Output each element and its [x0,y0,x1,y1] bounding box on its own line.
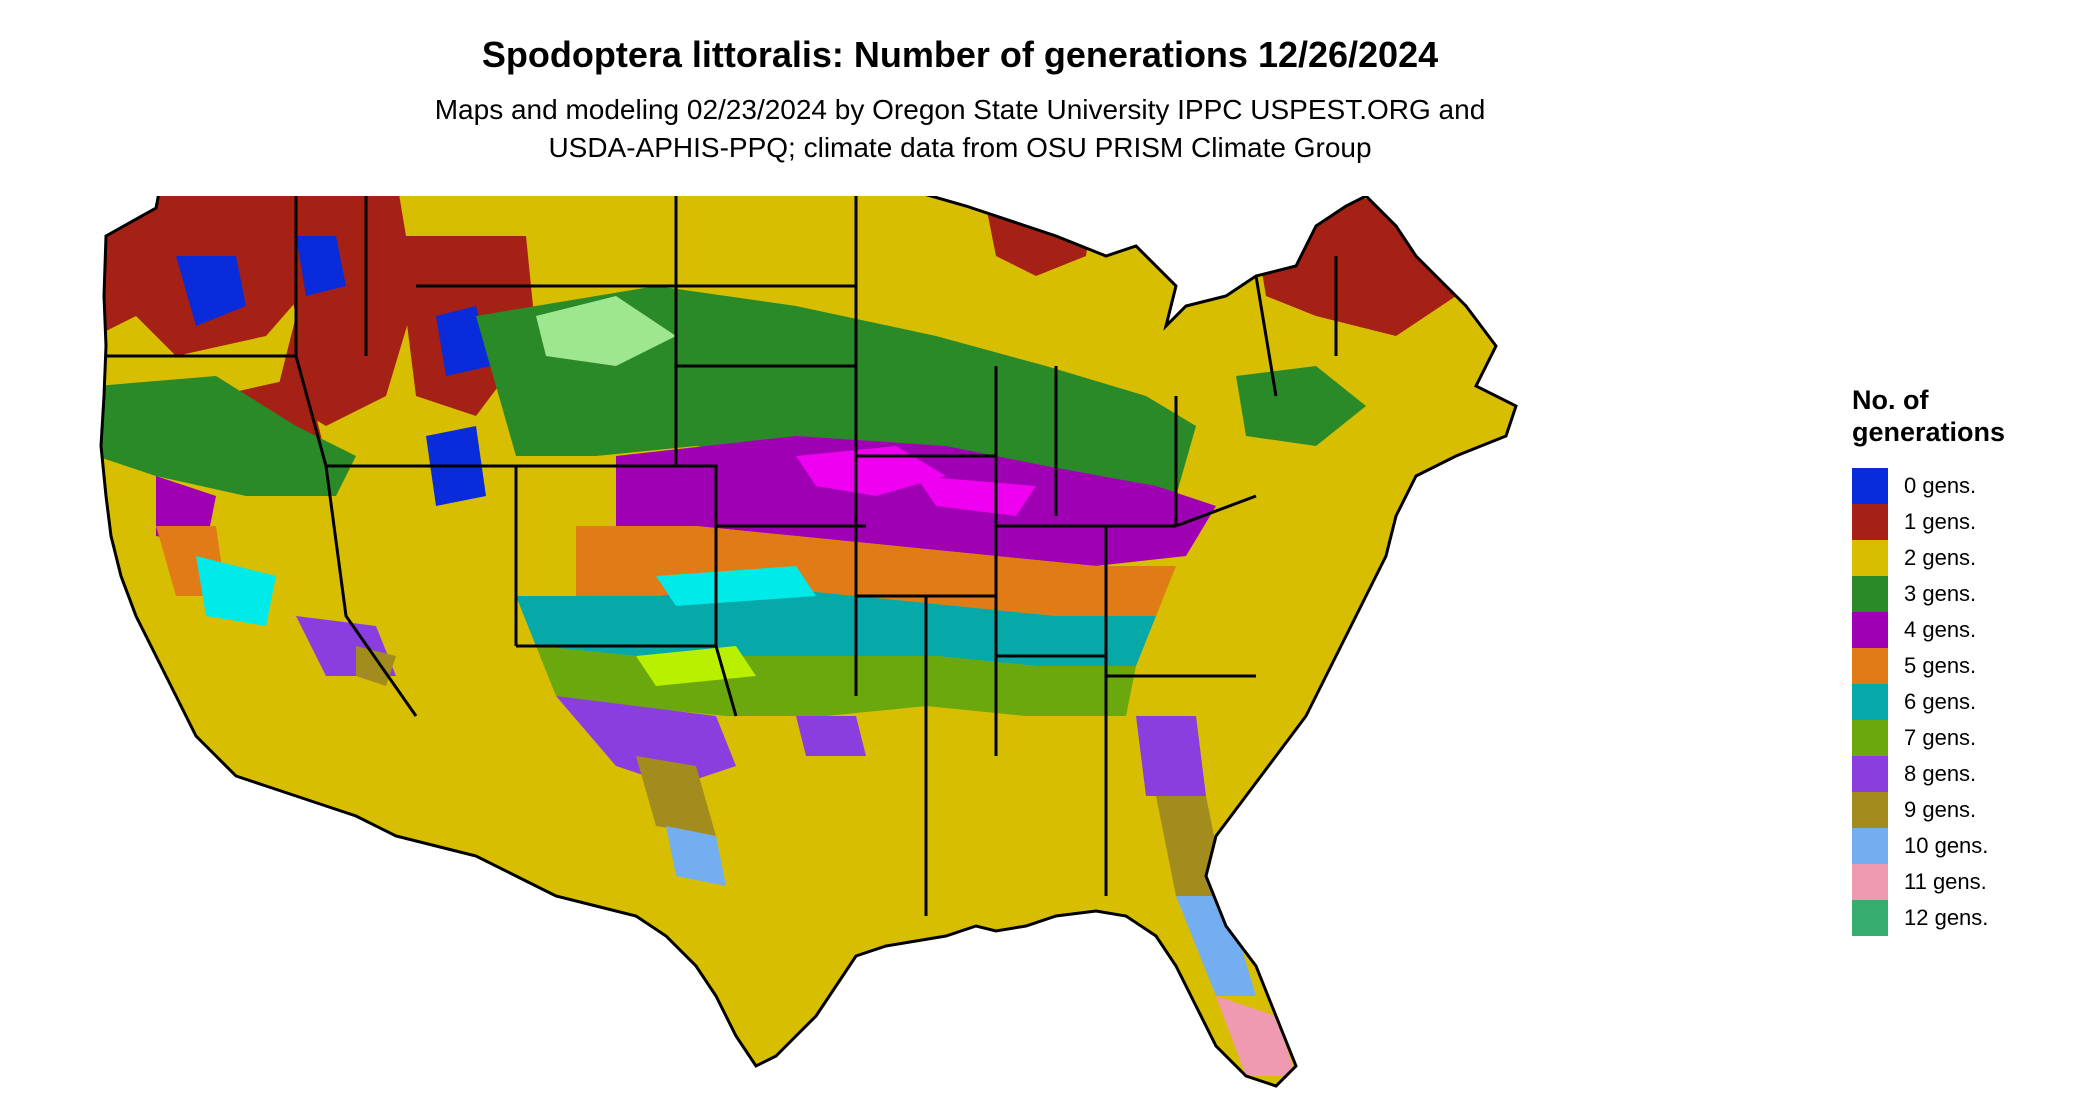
legend-title-line-1: No. of [1852,385,1929,415]
legend-item: 9 gens. [1852,792,2082,828]
legend-swatch [1852,864,1888,900]
generation-bands [101,196,1516,1086]
legend-swatch [1852,900,1888,936]
legend-item: 10 gens. [1852,828,2082,864]
legend-item: 0 gens. [1852,468,2082,504]
legend-label: 3 gens. [1904,581,1977,606]
legend-item: 4 gens. [1852,612,2082,648]
legend-item: 8 gens. [1852,756,2082,792]
legend-label: 10 gens. [1904,833,1989,858]
legend-label: 2 gens. [1904,545,1977,570]
legend-title-line-2: generations [1852,417,2006,447]
legend-swatch [1852,684,1888,720]
legend-swatch [1852,504,1888,540]
map-subtitle-line-1: Maps and modeling 02/23/2024 by Oregon S… [434,94,1486,125]
legend-label: 1 gens. [1904,509,1977,534]
legend-item: 7 gens. [1852,720,2082,756]
legend: No. of generations 0 gens. 1 gens. 2 gens.… [1852,384,2082,936]
legend-label: 9 gens. [1904,797,1977,822]
legend-item: 2 gens. [1852,540,2082,576]
legend-item: 12 gens. [1852,900,2082,936]
legend-swatch [1852,540,1888,576]
legend-title: No. of generations [1852,384,2082,448]
legend-label: 4 gens. [1904,617,1977,642]
state-boundaries [99,196,1518,1088]
legend-label: 0 gens. [1904,473,1977,498]
legend-swatch [1852,720,1888,756]
us-generations-map [96,196,1836,1106]
legend-item: 1 gens. [1852,504,2082,540]
map-title: Spodoptera littoralis: Number of generat… [481,34,1439,75]
map-canvas [99,196,1518,1088]
legend-item: 3 gens. [1852,576,2082,612]
legend-label: 7 gens. [1904,725,1977,750]
legend-item: 6 gens. [1852,684,2082,720]
legend-item: 11 gens. [1852,864,2082,900]
legend-swatch [1852,792,1888,828]
legend-swatch [1852,648,1888,684]
legend-swatch [1852,612,1888,648]
legend-swatch [1852,576,1888,612]
legend-swatch [1852,828,1888,864]
legend-item: 5 gens. [1852,648,2082,684]
legend-label: 12 gens. [1904,905,1989,930]
legend-swatch [1852,756,1888,792]
legend-label: 5 gens. [1904,653,1977,678]
legend-list: 0 gens. 1 gens. 2 gens. 3 gens. 4 gens. 5 gen… [1852,468,2082,936]
map-subtitle-line-2: USDA-APHIS-PPQ; climate data from OSU PR… [548,132,1372,163]
legend-swatch [1852,468,1888,504]
legend-label: 11 gens. [1904,869,1987,894]
legend-label: 6 gens. [1904,689,1977,714]
legend-label: 8 gens. [1904,761,1977,786]
